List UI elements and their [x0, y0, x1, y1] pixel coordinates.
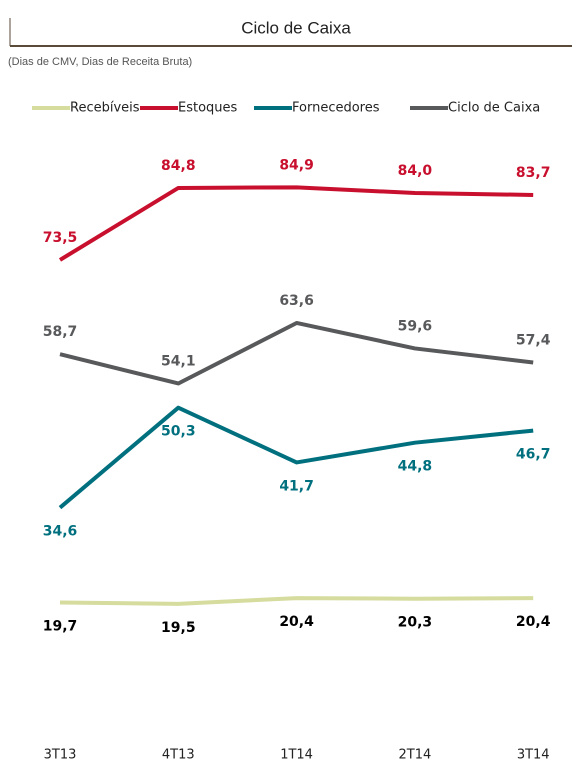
data-label: 83,7: [516, 165, 551, 181]
data-label: 50,3: [161, 424, 196, 440]
data-label: 84,0: [398, 163, 433, 179]
x-tick-label: 2T14: [399, 748, 432, 763]
data-label: 54,1: [161, 353, 196, 369]
legend-label: Fornecedores: [292, 101, 380, 116]
legend-label: Ciclo de Caixa: [448, 101, 540, 116]
x-tick-label: 3T13: [44, 748, 77, 763]
data-label: 46,7: [516, 447, 551, 463]
data-label: 84,9: [279, 157, 314, 173]
legend-label: Recebíveis: [70, 101, 140, 116]
series-line: [59, 320, 534, 386]
data-label: 20,4: [516, 614, 551, 630]
data-label: 73,5: [43, 230, 78, 246]
data-label: 19,5: [161, 620, 196, 636]
series-line: [58, 405, 534, 510]
data-label: 20,4: [279, 614, 314, 630]
data-label: 20,3: [398, 615, 433, 631]
data-label: 59,6: [398, 318, 433, 334]
data-label: 63,6: [279, 293, 314, 309]
series-line: [59, 596, 534, 606]
x-tick-label: 1T14: [280, 748, 313, 763]
chart-title: Ciclo de Caixa: [241, 18, 351, 37]
data-label: 84,8: [161, 158, 196, 174]
x-tick-label: 3T14: [517, 748, 550, 763]
chart-subtitle: (Dias de CMV, Dias de Receita Bruta): [8, 56, 192, 68]
x-tick-label: 4T13: [162, 748, 195, 763]
data-label: 58,7: [43, 324, 78, 340]
data-label: 44,8: [398, 459, 433, 475]
data-label: 57,4: [516, 332, 551, 348]
legend-label: Estoques: [178, 101, 238, 116]
series-line: [58, 185, 534, 262]
data-label: 34,6: [43, 524, 78, 540]
data-label: 19,7: [43, 619, 78, 635]
data-label: 41,7: [279, 478, 314, 494]
